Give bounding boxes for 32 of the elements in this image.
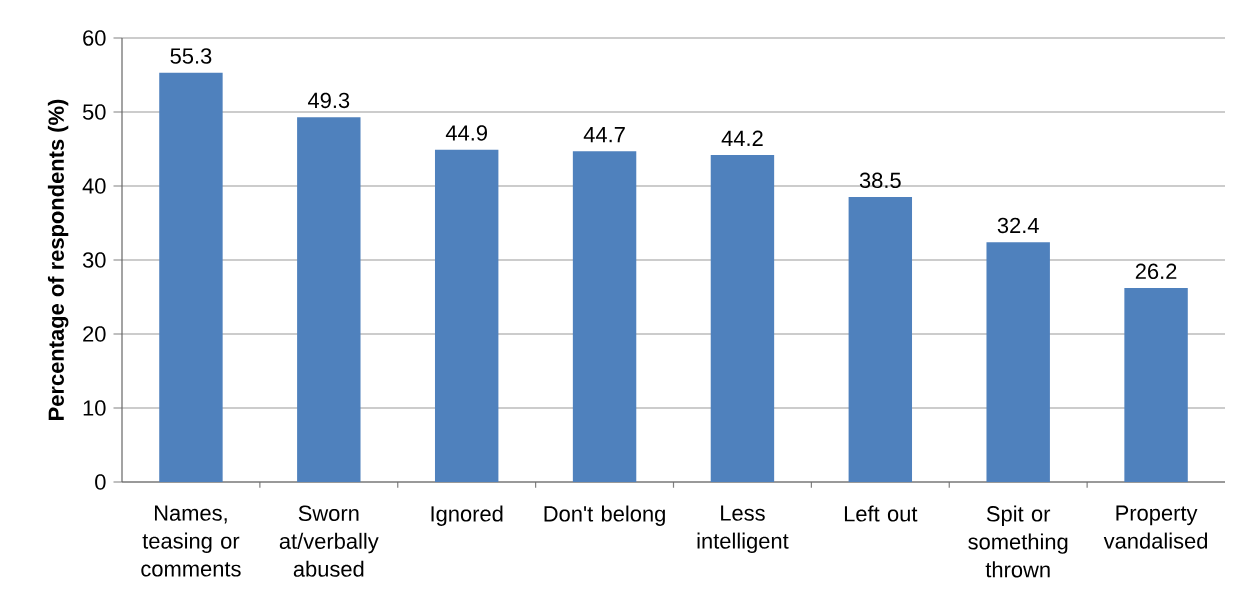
y-axis-title: Percentage of respondents (%)	[47, 99, 69, 420]
bar	[572, 151, 637, 482]
x-tick-label: Ignored	[431, 505, 503, 526]
y-tick-label: 10	[83, 400, 106, 416]
bar	[848, 197, 913, 482]
x-tick-label: Less intelligent	[697, 505, 789, 554]
x-tick-label: Left out	[844, 505, 918, 522]
x-tick-label: Property vandalised	[1103, 505, 1208, 549]
y-tick-label: 50	[82, 104, 106, 120]
bar	[159, 72, 223, 482]
x-tick-label: Sworn at/verbally abused	[279, 505, 379, 577]
data-label: 38.5	[859, 172, 901, 189]
data-label: 49.3	[307, 92, 350, 109]
bar	[986, 242, 1050, 482]
x-tick-label: Spit or something thrown	[968, 505, 1068, 578]
data-label: 44.7	[583, 127, 625, 143]
data-label: 26.2	[1135, 263, 1177, 280]
bar	[710, 154, 775, 482]
bar	[297, 117, 361, 482]
x-tick-label: Names, teasing or comments	[141, 505, 241, 577]
data-label: 55.3	[170, 48, 212, 64]
data-label: 32.4	[997, 217, 1039, 234]
y-tick-label: 60	[83, 30, 106, 46]
data-label: 44.9	[445, 125, 487, 141]
y-tick-label: 30	[82, 252, 106, 268]
bar	[434, 149, 499, 482]
y-tick-label: 0	[95, 474, 106, 490]
x-tick-label: Don't belong	[544, 505, 665, 526]
y-tick-label: 40	[82, 178, 106, 194]
bar	[1124, 288, 1188, 482]
data-label: 44.2	[721, 130, 763, 146]
y-tick-label: 20	[83, 326, 106, 342]
